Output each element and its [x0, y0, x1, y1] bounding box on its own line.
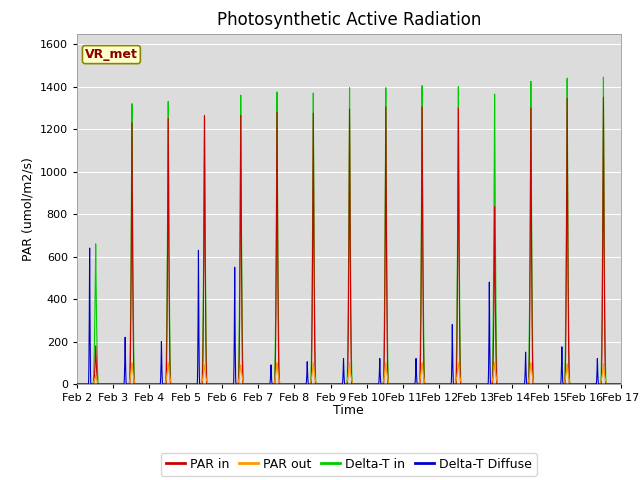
- PAR out: [617, 381, 625, 387]
- PAR out: [328, 381, 336, 387]
- PAR in: [616, 381, 624, 387]
- PAR out: [616, 381, 624, 387]
- Y-axis label: PAR (umol/m2/s): PAR (umol/m2/s): [21, 157, 34, 261]
- Delta-T in: [328, 381, 336, 387]
- Delta-T in: [171, 381, 179, 387]
- PAR in: [502, 381, 509, 387]
- Delta-T Diffuse: [616, 381, 624, 387]
- Text: VR_met: VR_met: [85, 48, 138, 61]
- Delta-T Diffuse: [441, 381, 449, 387]
- PAR in: [600, 95, 607, 100]
- PAR in: [440, 381, 448, 387]
- PAR out: [471, 381, 479, 387]
- PAR in: [328, 381, 336, 387]
- X-axis label: Time: Time: [333, 405, 364, 418]
- Delta-T Diffuse: [471, 381, 479, 387]
- PAR in: [73, 381, 81, 387]
- Legend: PAR in, PAR out, Delta-T in, Delta-T Diffuse: PAR in, PAR out, Delta-T in, Delta-T Dif…: [161, 453, 536, 476]
- Delta-T Diffuse: [86, 245, 93, 251]
- Delta-T in: [600, 74, 607, 80]
- Line: PAR in: PAR in: [77, 97, 621, 384]
- PAR in: [617, 381, 625, 387]
- Delta-T in: [470, 381, 478, 387]
- Delta-T Diffuse: [617, 381, 625, 387]
- Title: Photosynthetic Active Radiation: Photosynthetic Active Radiation: [216, 11, 481, 29]
- Line: Delta-T in: Delta-T in: [77, 77, 621, 384]
- Delta-T Diffuse: [73, 381, 81, 387]
- PAR out: [441, 381, 449, 387]
- Delta-T in: [502, 381, 509, 387]
- Delta-T Diffuse: [171, 381, 179, 387]
- Delta-T in: [73, 381, 81, 387]
- Delta-T in: [440, 381, 448, 387]
- Line: Delta-T Diffuse: Delta-T Diffuse: [77, 248, 621, 384]
- PAR in: [171, 381, 179, 387]
- Delta-T Diffuse: [328, 381, 336, 387]
- Delta-T in: [616, 381, 624, 387]
- PAR out: [171, 381, 179, 387]
- Delta-T Diffuse: [502, 381, 509, 387]
- Line: PAR out: PAR out: [77, 363, 621, 384]
- PAR out: [502, 381, 509, 387]
- PAR out: [73, 381, 81, 387]
- Delta-T in: [617, 381, 625, 387]
- PAR out: [128, 360, 136, 366]
- PAR in: [470, 381, 478, 387]
